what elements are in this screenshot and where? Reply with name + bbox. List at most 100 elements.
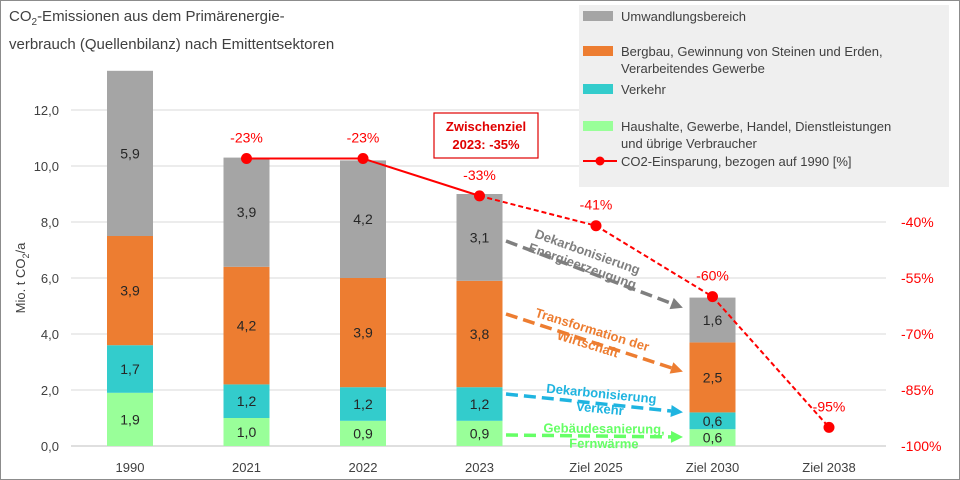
legend-line-marker xyxy=(583,156,617,166)
bar-data-label: 1,2 xyxy=(353,396,373,412)
bar-segment xyxy=(107,345,153,393)
bar-data-label: 4,2 xyxy=(353,211,373,227)
arrow-head-icon xyxy=(669,362,683,374)
x-tick-label: Ziel 2025 xyxy=(569,460,622,475)
bar-data-label: 3,9 xyxy=(237,204,257,220)
line-point xyxy=(474,190,485,202)
line-point xyxy=(357,153,369,165)
bar-data-label: 1,2 xyxy=(237,393,257,409)
bar-data-label: 3,8 xyxy=(470,326,490,342)
y-tick-label: 2,0 xyxy=(41,383,59,398)
bar-segment xyxy=(340,420,386,446)
trend-arrow-line xyxy=(505,433,672,439)
line-data-label: -41% xyxy=(580,197,613,213)
bar-segment xyxy=(223,266,270,385)
line-segment xyxy=(711,296,830,428)
legend-item-verkehr: Verkehr xyxy=(579,81,666,98)
bar-data-label: 0,9 xyxy=(353,425,373,441)
bar-segment xyxy=(456,194,503,281)
line-data-label: -23% xyxy=(230,130,263,146)
bar-segment xyxy=(340,278,386,388)
legend-item-bergbau: Bergbau, Gewinnung von Steinen und Erden… xyxy=(579,43,883,77)
line-segment xyxy=(595,224,714,298)
bar-data-label: 3,1 xyxy=(470,229,490,245)
bar-segment xyxy=(689,297,736,343)
y-tick-label: 12,0 xyxy=(34,103,59,118)
y2-tick-label: -70% xyxy=(901,326,934,342)
legend-item-einsparung: CO2-Einsparung, bezogen auf 1990 [%] xyxy=(579,153,852,170)
y2-tick-label: -100% xyxy=(901,438,941,454)
bar-segment xyxy=(223,418,270,446)
arrow-annotation-text: Fernwärme xyxy=(569,436,639,452)
bar-data-label: 0,9 xyxy=(470,425,490,441)
zwischenziel-text: 2023: -35% xyxy=(452,137,520,152)
arrow-annotation-text: Verkehr xyxy=(576,399,625,419)
line-point xyxy=(823,421,835,433)
line-segment xyxy=(479,194,597,227)
line-point xyxy=(590,220,602,232)
bar-segment xyxy=(689,412,736,430)
bar-segment xyxy=(456,387,503,421)
line-data-label: -23% xyxy=(347,130,380,146)
trend-arrow-line xyxy=(505,239,673,306)
x-tick-label: 2023 xyxy=(465,460,494,475)
trend-arrow-line xyxy=(505,312,673,370)
line-point xyxy=(707,291,718,303)
bar-segment xyxy=(107,236,153,346)
bar-segment xyxy=(456,420,503,446)
y2-tick-label: -85% xyxy=(901,382,934,398)
bar-segment xyxy=(107,392,153,446)
y-axis-label: Mio. t CO2/a xyxy=(13,242,31,314)
y2-tick-label: -40% xyxy=(901,214,934,230)
bar-segment xyxy=(340,387,386,421)
x-tick-label: 2022 xyxy=(349,460,378,475)
legend-item-haushalte: Haushalte, Gewerbe, Handel, Dienstleistu… xyxy=(579,118,891,152)
bar-data-label: 1,7 xyxy=(120,361,140,377)
bar-data-label: 1,2 xyxy=(470,396,490,412)
bar-data-label: 0,6 xyxy=(703,413,723,429)
bar-data-label: 0,6 xyxy=(703,430,723,446)
line-data-label: -33% xyxy=(463,167,496,183)
x-tick-label: 1990 xyxy=(116,460,145,475)
line-data-label: -95% xyxy=(813,398,846,414)
arrow-head-icon xyxy=(669,297,683,310)
bar-segment xyxy=(223,384,270,418)
bar-data-label: 3,9 xyxy=(353,325,373,341)
bar-data-label: 2,5 xyxy=(703,369,723,385)
x-tick-label: Ziel 2030 xyxy=(686,460,739,475)
chart-title: CO2-Emissionen aus dem Primärenergie- ve… xyxy=(9,8,335,53)
y-tick-label: 4,0 xyxy=(41,327,59,342)
bar-data-label: 5,9 xyxy=(120,145,140,161)
bar-segment xyxy=(340,160,386,278)
bar-data-label: 1,6 xyxy=(703,312,723,328)
y-tick-label: 0,0 xyxy=(41,439,59,454)
arrow-head-icon xyxy=(670,430,683,443)
legend-item-umwandlung: Umwandlungsbereich xyxy=(579,8,746,25)
bar-data-label: 1,9 xyxy=(120,411,140,427)
y-tick-label: 10,0 xyxy=(34,159,59,174)
y2-tick-label: -55% xyxy=(901,270,934,286)
legend: Umwandlungsbereich Bergbau, Gewinnung vo… xyxy=(579,5,949,187)
arrow-head-icon xyxy=(670,405,683,417)
x-tick-label: 2021 xyxy=(232,460,261,475)
y-tick-label: 8,0 xyxy=(41,215,59,230)
y-tick-label: 6,0 xyxy=(41,271,59,286)
line-segment xyxy=(362,157,480,197)
bar-segment xyxy=(689,429,736,446)
zwischenziel-text: Zwischenziel xyxy=(446,119,526,134)
bar-data-label: 4,2 xyxy=(237,318,257,334)
arrow-annotation-text: Gebäudesanierung, xyxy=(543,420,665,436)
bar-segment xyxy=(689,342,736,413)
line-data-label: -60% xyxy=(696,268,729,284)
bar-segment xyxy=(107,70,153,236)
bar-segment xyxy=(223,157,270,267)
zwischenziel-box xyxy=(433,112,539,159)
x-tick-label: Ziel 2038 xyxy=(802,460,855,475)
line-point xyxy=(241,153,252,165)
bar-segment xyxy=(456,280,503,388)
bar-data-label: 3,9 xyxy=(120,283,140,299)
trend-arrow-line xyxy=(505,392,672,413)
bar-data-label: 1,0 xyxy=(237,424,257,440)
